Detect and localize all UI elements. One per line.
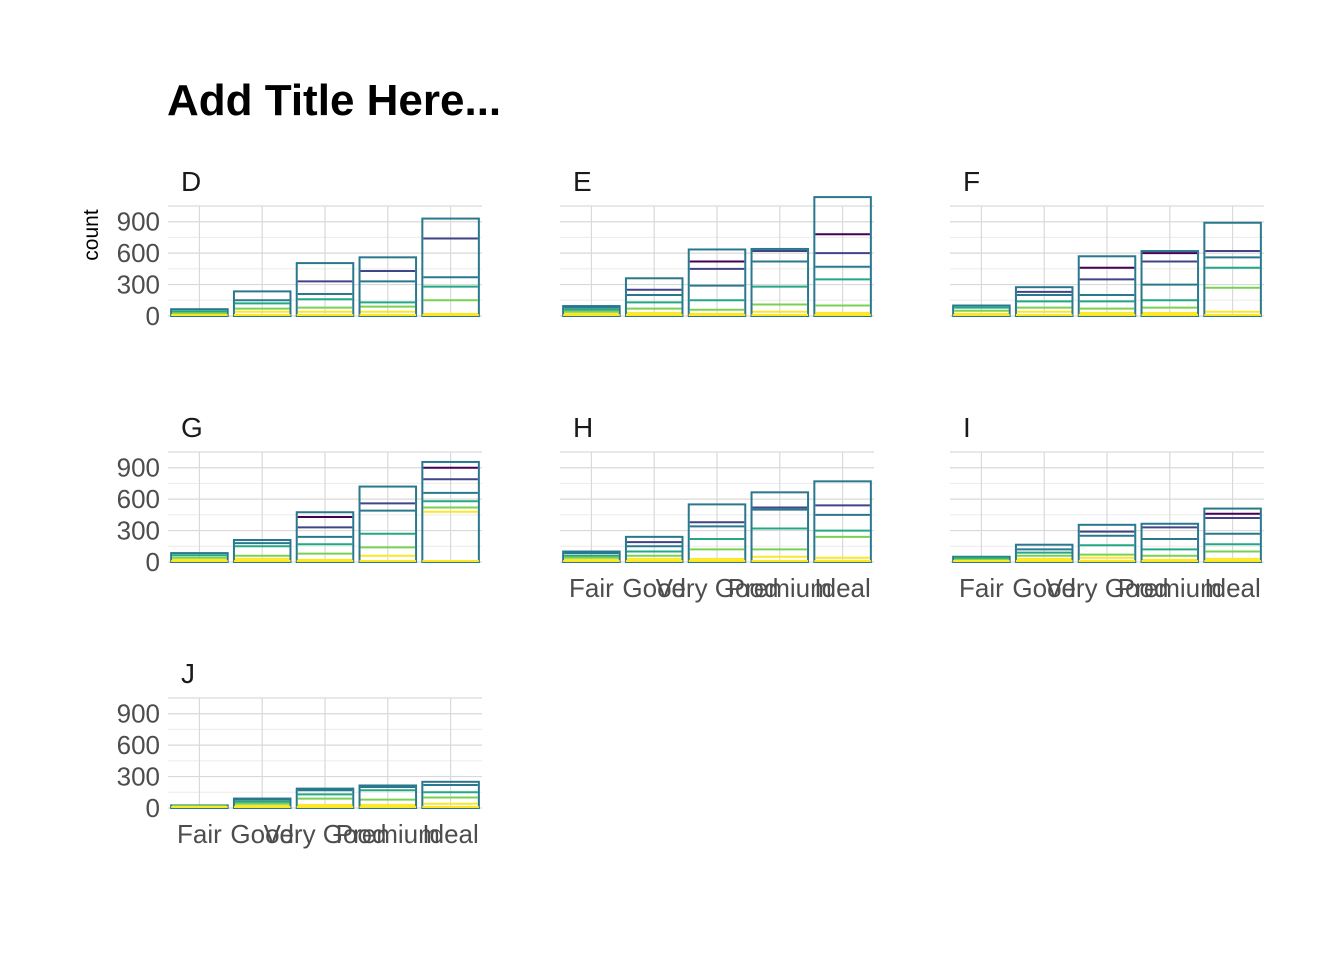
x-tick-label: Premium [728,573,832,603]
x-tick-label: Ideal [1204,573,1260,603]
y-tick-label: 0 [146,793,160,823]
strip-label: H [573,412,593,443]
strip-label: E [573,166,592,197]
y-tick-label: 600 [117,730,160,760]
x-tick-label: Good [1012,573,1076,603]
y-tick-label: 900 [117,207,160,237]
y-tick-label: 900 [117,453,160,483]
x-tick-label: Fair [177,819,222,849]
x-tick-label: Fair [569,573,614,603]
x-tick-label: Very Good [264,819,387,849]
panel-E: E [560,166,874,318]
strip-label: I [963,412,971,443]
x-tick-label: Very Good [1046,573,1169,603]
panel-F: F [950,166,1264,318]
x-tick-label: Ideal [422,819,478,849]
x-tick-label: Premium [1118,573,1222,603]
y-axis-label: count [80,209,103,261]
strip-label: J [181,658,195,689]
y-tick-label: 300 [117,270,160,300]
y-tick-label: 600 [117,484,160,514]
x-tick-label: Fair [959,573,1004,603]
x-tick-label: Good [230,819,294,849]
strip-label: G [181,412,203,443]
y-tick-label: 300 [117,762,160,792]
y-tick-label: 900 [117,699,160,729]
y-tick-label: 0 [146,547,160,577]
chart-title: Add Title Here... [167,76,501,125]
y-tick-label: 300 [117,516,160,546]
x-tick-label: Very Good [656,573,779,603]
strip-label: D [181,166,201,197]
x-tick-label: Premium [336,819,440,849]
y-tick-label: 600 [117,238,160,268]
x-tick-label: Good [622,573,686,603]
y-tick-label: 0 [146,301,160,331]
strip-label: F [963,166,980,197]
x-tick-label: Ideal [814,573,870,603]
